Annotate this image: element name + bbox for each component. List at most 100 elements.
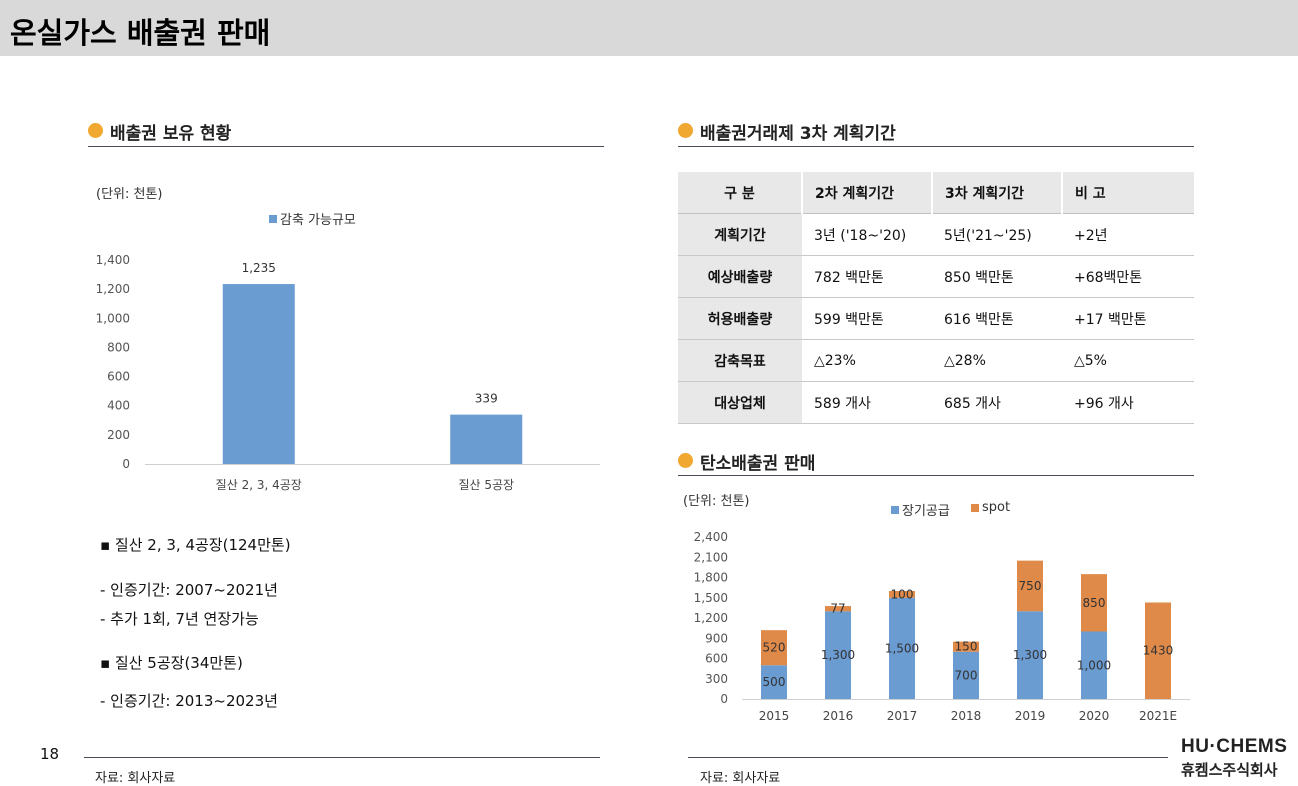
- bar-segment-spot: [761, 630, 787, 666]
- sales-stacked-bar-chart: 0 300 600 900 1,200 1,500 1,800 2,100 2,400 500 52…: [694, 530, 1190, 723]
- y-tick-label: 1,000: [96, 311, 130, 325]
- chart1-legend-label: 감축 가능규모: [280, 213, 356, 228]
- bar-segment-longterm: [825, 611, 851, 699]
- data-label: 339: [475, 392, 498, 406]
- right-source: 자료: 회사자료: [700, 771, 781, 786]
- table-header-cell: 3차 계획기간: [931, 172, 1062, 214]
- bar-segment-longterm: [889, 597, 915, 699]
- left-section-rule: [88, 146, 604, 147]
- bar-segment-spot: [1017, 560, 1043, 612]
- data-label: 77: [830, 602, 845, 616]
- table-cell: 850 백만톤: [932, 255, 1062, 298]
- page-title: 온실가스 배출권 판매: [10, 16, 271, 50]
- chart1-legend: 감축 가능규모: [269, 209, 356, 228]
- chart2-legend-longterm: 장기공급: [891, 500, 950, 519]
- data-label: 700: [955, 668, 978, 682]
- x-tick-label: 2015: [759, 709, 790, 723]
- bar-segment-spot: [889, 591, 915, 598]
- right-bottom-section-rule: [678, 475, 1194, 476]
- x-tick-label: 2020: [1079, 709, 1110, 723]
- bar: [450, 414, 523, 464]
- legend-swatch-icon: [269, 214, 277, 223]
- x-tick-label: 2017: [887, 709, 918, 723]
- data-label: 520: [763, 641, 786, 655]
- table-cell: +96 개사: [1062, 381, 1194, 424]
- table-cell: 685 개사: [932, 381, 1062, 424]
- table-cell: 589 개사: [802, 381, 932, 424]
- y-tick-label: 1,400: [96, 253, 130, 267]
- y-tick-label: 1,200: [694, 611, 728, 625]
- x-tick-label: 2016: [823, 709, 854, 723]
- data-label: 1,000: [1077, 658, 1111, 672]
- y-tick-label: 1,800: [694, 571, 728, 585]
- table-row: 대상업체 589 개사 685 개사 +96 개사: [678, 381, 1194, 424]
- table-row-label: 대상업체: [678, 381, 802, 424]
- table-header-row: 구 분 2차 계획기간 3차 계획기간 비 고: [678, 172, 1194, 214]
- table-cell: 3년 ('18~'20): [802, 213, 932, 256]
- y-tick-label: 0: [122, 457, 130, 471]
- y-tick-label: 2,100: [694, 550, 728, 564]
- table-row-label: 계획기간: [678, 213, 802, 256]
- data-label: 1,235: [242, 261, 276, 275]
- bar-segment-longterm: [1017, 611, 1043, 699]
- x-tick-label: 2019: [1015, 709, 1046, 723]
- legend-swatch-icon: [891, 505, 899, 514]
- table-cell: +17 백만톤: [1062, 297, 1194, 340]
- chart1-unit: (단위: 천톤): [96, 187, 163, 202]
- data-label: 850: [1083, 596, 1106, 610]
- bar-segment-spot: [953, 641, 979, 652]
- bar-segment-longterm: [1081, 631, 1107, 699]
- chart2-legend-label: spot: [982, 500, 1011, 515]
- table-row: 예상배출량 782 백만톤 850 백만톤 +68백만톤: [678, 255, 1194, 298]
- y-tick-label: 2,400: [694, 530, 728, 544]
- table-cell: +2년: [1062, 213, 1194, 256]
- data-label: 150: [955, 640, 978, 654]
- table-cell: +68백만톤: [1062, 255, 1194, 298]
- table-cell: △28%: [932, 339, 1062, 382]
- table-row-label: 감축목표: [678, 339, 802, 382]
- y-tick-label: 1,200: [96, 282, 130, 296]
- y-tick-label: 600: [107, 370, 130, 384]
- y-tick-label: 600: [705, 652, 728, 666]
- x-tick-label: 2018: [951, 709, 982, 723]
- section-bullet-icon: [88, 123, 103, 138]
- bar-segment-longterm: [761, 665, 787, 699]
- table-cell: 616 백만톤: [932, 297, 1062, 340]
- bullet-cert-period-1: - 인증기간: 2007~2021년: [100, 581, 278, 599]
- data-label: 1430: [1143, 644, 1174, 658]
- bar-segment-spot: [825, 606, 851, 612]
- company-logo-subtitle: 휴켐스주식회사: [1181, 761, 1278, 779]
- table-cell: 5년('21~'25): [932, 213, 1062, 256]
- table-row-label: 예상배출량: [678, 255, 802, 298]
- bar-segment-longterm: [953, 651, 979, 699]
- section-bullet-icon: [678, 453, 693, 468]
- y-tick-label: 200: [107, 428, 130, 442]
- legend-swatch-icon: [971, 503, 979, 512]
- plan-period-table: 구 분 2차 계획기간 3차 계획기간 비 고 계획기간 3년 ('18~'20…: [678, 172, 1194, 424]
- table-row: 허용배출량 599 백만톤 616 백만톤 +17 백만톤: [678, 297, 1194, 340]
- data-label: 1,500: [885, 641, 919, 655]
- table-header-cell: 비 고: [1061, 172, 1194, 214]
- x-tick-label: 질산 5공장: [458, 478, 514, 492]
- bar: [222, 284, 295, 464]
- table-cell: △23%: [802, 339, 932, 382]
- table-header-cell: 구 분: [678, 172, 802, 214]
- bullet-extension: - 추가 1회, 7년 연장가능: [100, 610, 259, 628]
- y-tick-label: 900: [705, 631, 728, 645]
- data-label: 100: [891, 587, 914, 601]
- y-tick-label: 400: [107, 399, 130, 413]
- y-tick-label: 300: [705, 672, 728, 686]
- chart2-legend-spot: spot: [971, 500, 1010, 515]
- table-row: 계획기간 3년 ('18~'20) 5년('21~'25) +2년: [678, 213, 1194, 256]
- bar-segment-spot: [1145, 602, 1171, 699]
- chart2-legend-label: 장기공급: [902, 504, 950, 519]
- data-label: 750: [1019, 579, 1042, 593]
- company-logo: HU·CHEMS: [1181, 736, 1288, 757]
- x-tick-label: 질산 2, 3, 4공장: [216, 478, 302, 492]
- footer-rule-right: [688, 757, 1168, 758]
- x-tick-label: 2021E: [1139, 709, 1177, 723]
- bullet-cert-period-2: - 인증기간: 2013~2023년: [100, 692, 278, 710]
- left-source: 자료: 회사자료: [95, 771, 176, 786]
- right-bottom-section-title: 탄소배출권 판매: [700, 454, 816, 474]
- bullet-plant-234: ▪ 질산 2, 3, 4공장(124만톤): [100, 536, 291, 554]
